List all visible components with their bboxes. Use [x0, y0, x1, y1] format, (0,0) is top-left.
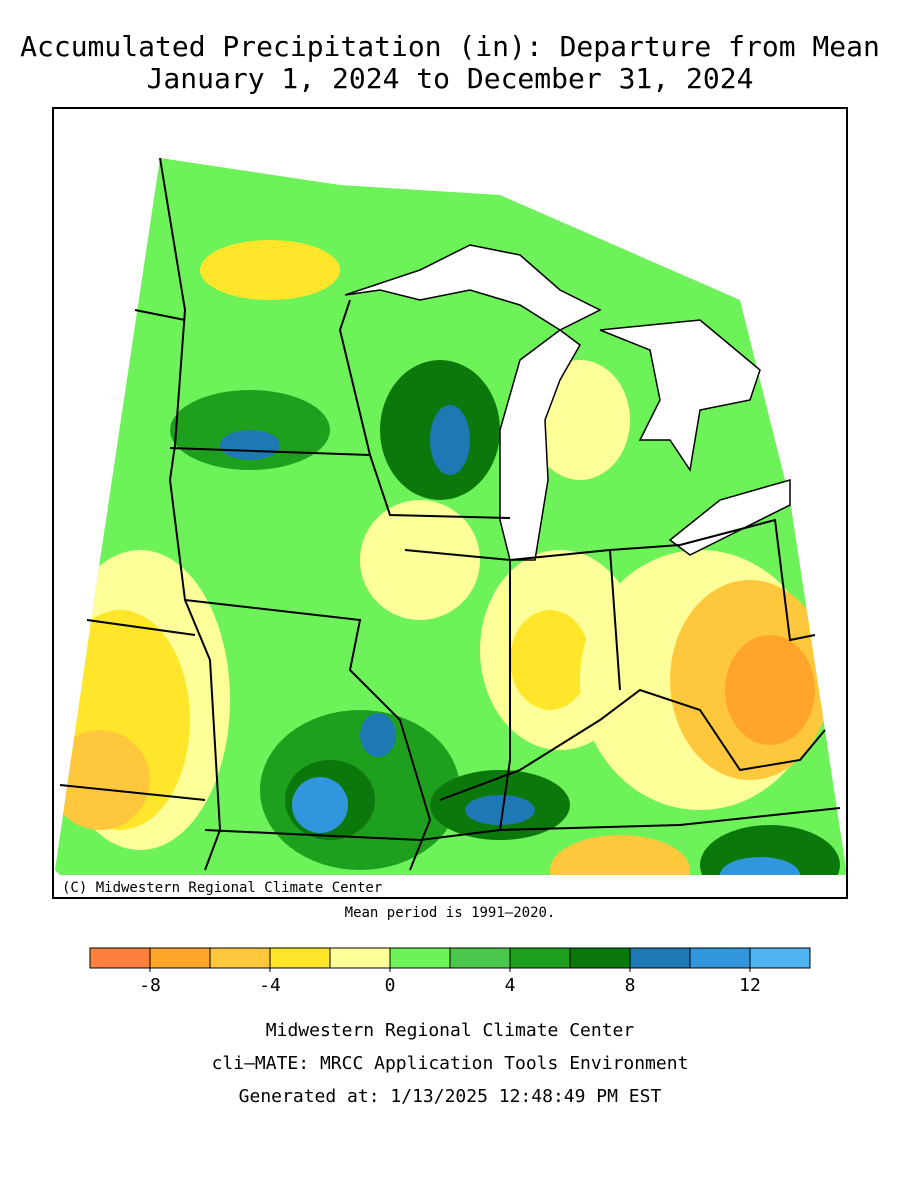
legend-tick-label: 12 [739, 975, 761, 996]
legend-tick-label: -4 [259, 975, 281, 996]
mean-period-note: Mean period is 1991–2020. [345, 905, 556, 921]
footer-line: cli–MATE: MRCC Application Tools Environ… [212, 1053, 689, 1074]
lake-erie [668, 479, 791, 556]
legend-swatch [629, 947, 691, 969]
map-frame [52, 107, 848, 899]
legend-swatch [89, 947, 151, 969]
footer-line: Generated at: 1/13/2025 12:48:49 PM EST [239, 1086, 662, 1107]
legend-swatch [689, 947, 751, 969]
map: (C) Midwestern Regional Climate Center [52, 107, 848, 899]
legend-swatch [449, 947, 511, 969]
legend-tick-label: 8 [625, 975, 636, 996]
state-borders [59, 157, 841, 871]
legend-swatch [569, 947, 631, 969]
legend-swatch [269, 947, 331, 969]
credit-bg [55, 880, 337, 896]
legend: -8 -4 0 4 8 12 [89, 947, 811, 996]
lake-superior [344, 244, 602, 331]
lake-michigan [499, 329, 581, 561]
legend-swatch [749, 947, 811, 969]
subtitle: January 1, 2024 to December 31, 2024 [147, 62, 754, 95]
lake-huron [599, 319, 761, 472]
map-credit: (C) Midwestern Regional Climate Center [62, 880, 382, 896]
legend-tick-label: 0 [385, 975, 396, 996]
legend-swatch [149, 947, 211, 969]
legend-swatch [209, 947, 271, 969]
legend-swatch [389, 947, 451, 969]
legend-swatch [329, 947, 391, 969]
legend-tick-label: -8 [139, 975, 161, 996]
legend-tick-label: 4 [505, 975, 516, 996]
footer-line: Midwestern Regional Climate Center [266, 1020, 635, 1041]
legend-swatch [509, 947, 571, 969]
title: Accumulated Precipitation (in): Departur… [20, 30, 880, 63]
